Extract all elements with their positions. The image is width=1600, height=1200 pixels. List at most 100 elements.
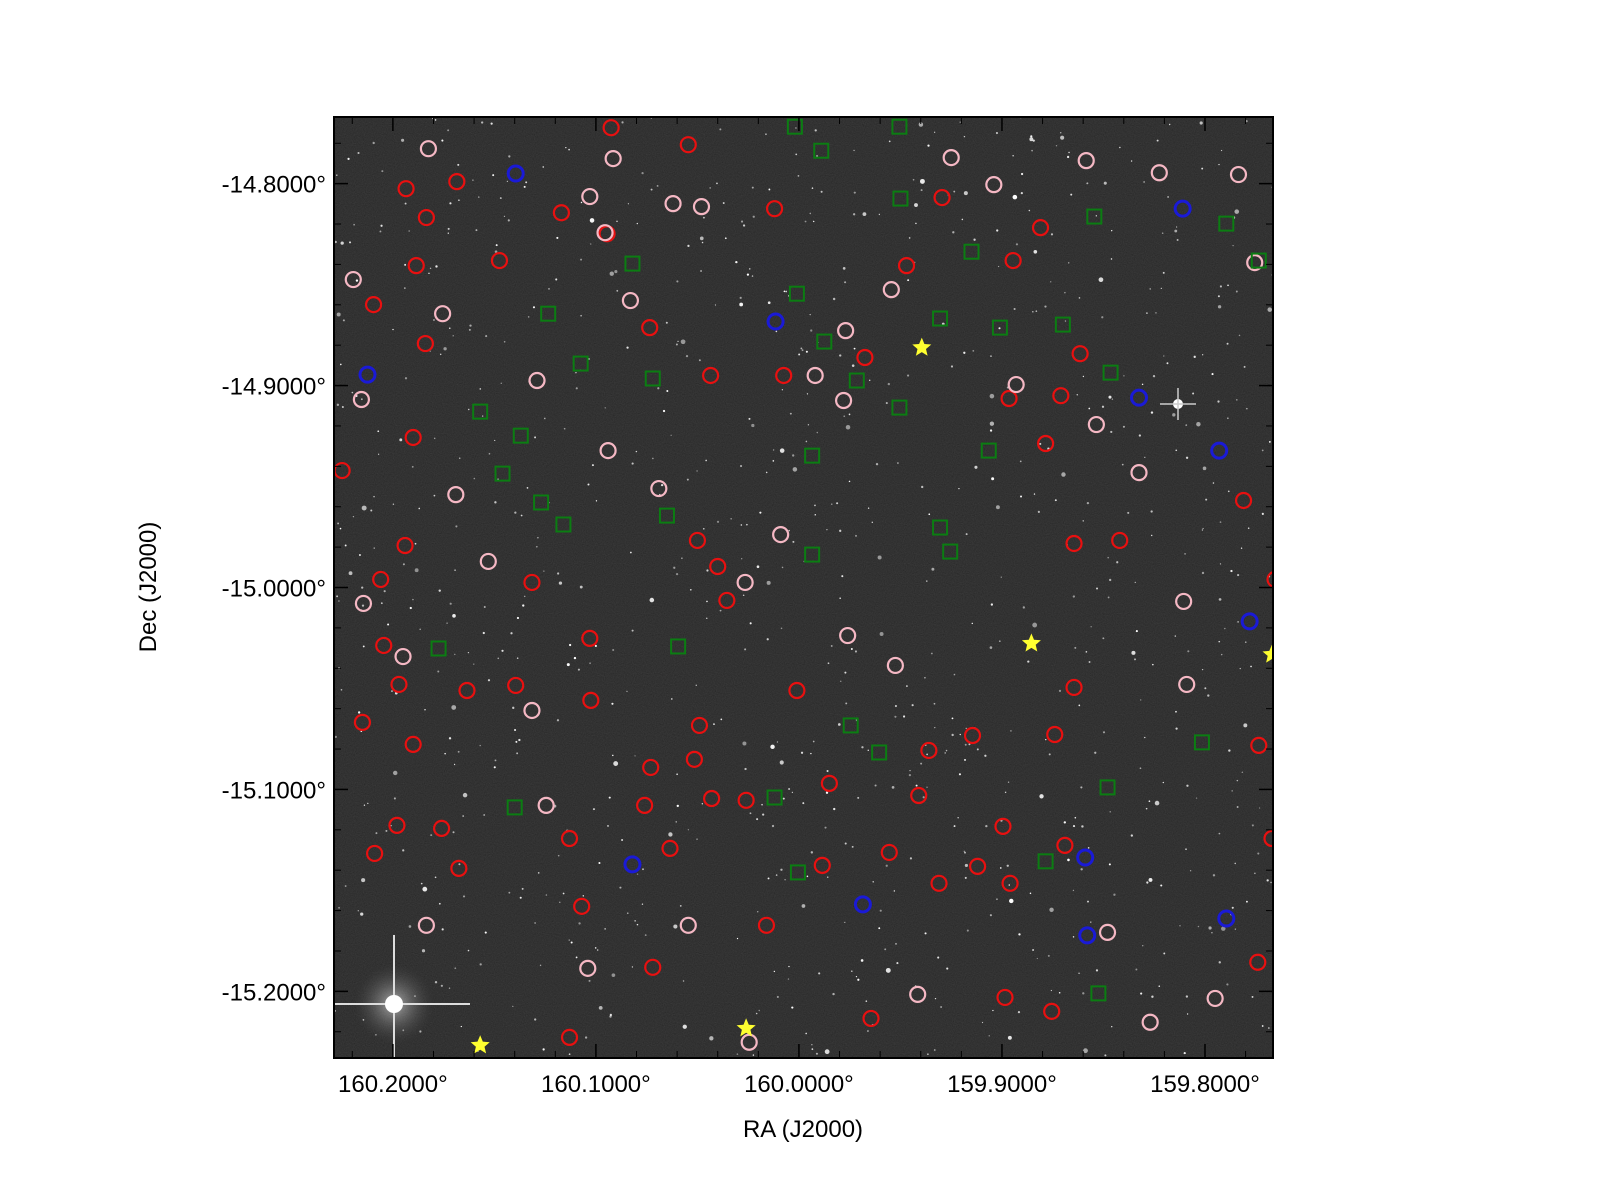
field-star <box>390 824 392 827</box>
field-star <box>662 409 666 413</box>
field-star <box>1176 239 1179 241</box>
field-star <box>888 140 891 143</box>
square-marker <box>932 519 949 536</box>
field-star <box>766 580 771 585</box>
field-star <box>945 749 948 752</box>
field-star <box>558 581 563 585</box>
circle-marker <box>880 843 898 862</box>
field-star <box>675 343 678 346</box>
field-star <box>820 190 823 193</box>
field-star <box>392 328 394 331</box>
field-star <box>577 668 580 671</box>
field-star <box>542 166 545 168</box>
field-star <box>719 609 722 612</box>
field-star <box>361 586 364 589</box>
field-star <box>494 501 497 504</box>
field-star <box>713 723 715 726</box>
field-star <box>422 886 428 892</box>
field-star <box>773 970 775 973</box>
field-star <box>751 186 754 189</box>
field-star <box>506 180 508 183</box>
square-marker <box>624 255 641 272</box>
field-star <box>1231 906 1234 909</box>
field-star <box>963 191 968 196</box>
square-marker <box>540 305 557 322</box>
circle-marker <box>388 816 406 834</box>
field-star <box>592 808 595 811</box>
field-star <box>765 133 767 135</box>
field-star <box>1140 992 1143 995</box>
circle-marker <box>1031 219 1050 237</box>
circle-marker <box>834 391 853 410</box>
field-star <box>767 877 770 880</box>
field-star <box>1266 879 1269 882</box>
x-tick-label: 159.8000° <box>1150 1071 1260 1098</box>
field-star <box>675 572 679 576</box>
field-star <box>1107 596 1110 599</box>
circle-marker <box>434 305 452 323</box>
field-star <box>338 906 341 909</box>
field-star <box>452 335 454 337</box>
circle-marker <box>853 895 872 914</box>
field-star <box>650 188 653 191</box>
field-star <box>478 196 480 198</box>
field-star <box>934 131 936 133</box>
field-star <box>1202 354 1204 356</box>
field-star <box>1058 689 1062 693</box>
field-star <box>751 423 755 428</box>
field-star <box>1060 131 1062 134</box>
square-marker <box>658 507 675 524</box>
field-star <box>587 483 590 486</box>
field-star <box>854 650 858 653</box>
field-star <box>871 521 873 523</box>
field-star <box>867 507 870 509</box>
field-star <box>1088 661 1091 663</box>
circle-marker <box>506 164 525 183</box>
field-star <box>1243 365 1246 368</box>
field-star <box>689 588 692 591</box>
square-marker <box>670 638 687 655</box>
field-star <box>441 139 444 142</box>
field-star <box>1150 510 1153 513</box>
field-star <box>852 213 856 216</box>
circle-marker <box>703 789 721 808</box>
field-star <box>1020 172 1024 176</box>
field-star <box>811 1044 813 1046</box>
field-star <box>810 329 813 332</box>
field-star <box>984 754 987 757</box>
field-star <box>912 178 915 181</box>
field-star <box>1238 334 1241 337</box>
field-star <box>1187 650 1190 653</box>
field-star <box>336 595 339 598</box>
field-star <box>848 480 851 483</box>
circle-marker <box>1000 389 1018 408</box>
field-star <box>749 622 752 625</box>
field-star <box>851 364 855 367</box>
field-star <box>352 516 355 518</box>
circle-marker <box>644 958 662 976</box>
field-star <box>695 684 697 687</box>
field-star <box>964 743 967 746</box>
field-star <box>907 279 910 282</box>
field-star <box>512 1005 514 1008</box>
field-star <box>1161 232 1164 234</box>
field-star <box>594 644 597 648</box>
field-star <box>1148 800 1151 803</box>
field-star <box>965 727 967 729</box>
field-star <box>457 163 460 166</box>
field-star <box>336 403 340 407</box>
field-star <box>1070 193 1073 196</box>
field-star <box>543 570 545 572</box>
field-star <box>412 598 414 601</box>
square-marker <box>991 319 1008 336</box>
field-star <box>665 321 668 324</box>
field-star <box>1058 991 1061 994</box>
field-star <box>1219 563 1222 565</box>
circle-marker <box>641 319 659 337</box>
field-star <box>433 494 436 497</box>
field-star <box>801 349 804 351</box>
field-star <box>534 436 537 439</box>
circle-marker <box>479 552 497 571</box>
field-star <box>1156 139 1159 142</box>
circle-marker <box>897 257 916 275</box>
